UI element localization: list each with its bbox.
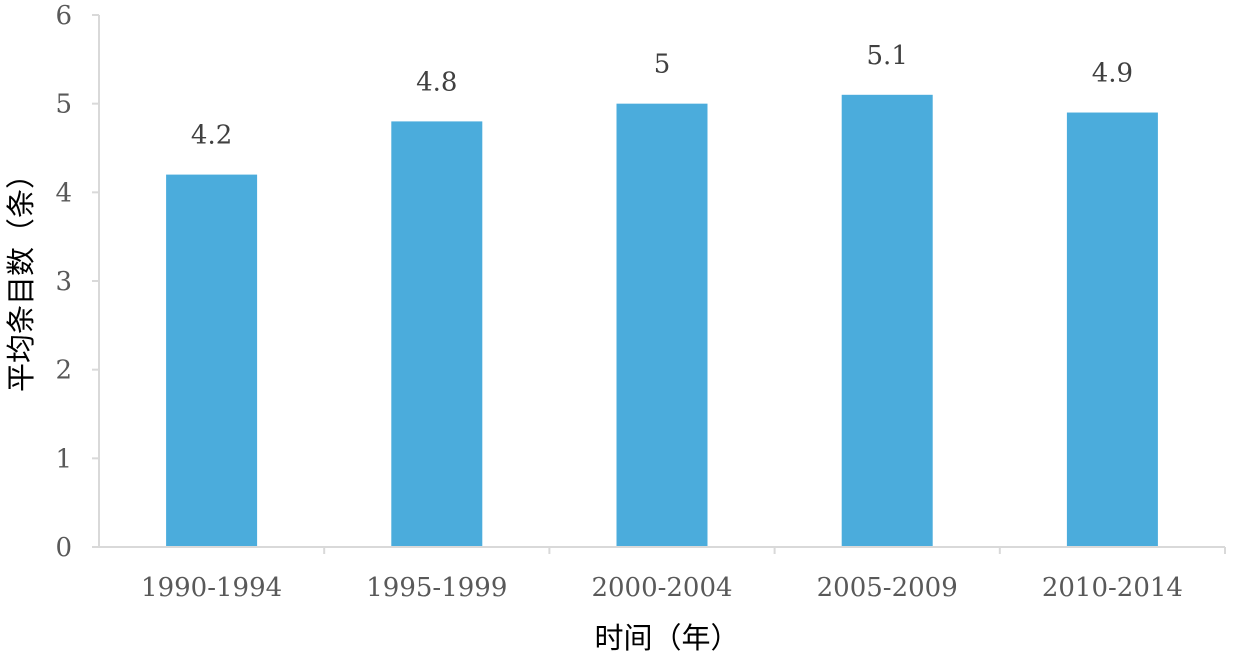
bar: [1066, 112, 1158, 547]
x-tick-labels: 1990-1994 1995-1999 2000-2004 2005-2009 2010…: [141, 573, 1183, 603]
y-tick-label: 4: [55, 178, 72, 208]
y-tick-label: 6: [55, 1, 72, 31]
bar: [166, 174, 258, 546]
x-tick-label: 2000-2004: [591, 573, 732, 603]
x-tick-label: 2010-2014: [1042, 573, 1183, 603]
x-tick-label: 1990-1994: [141, 573, 282, 603]
y-tick-label: 1: [55, 444, 72, 474]
bar: [841, 94, 933, 547]
y-tick-label: 2: [55, 356, 72, 386]
bar-data-label: 4.9: [1092, 59, 1133, 89]
bar-data-label: 4.2: [191, 121, 232, 151]
bar-data-label: 5: [654, 50, 671, 80]
bar-data-label: 4.8: [416, 67, 457, 97]
y-tick-labels: 0 1 2 3 4 5 6: [55, 1, 72, 563]
data-labels: 4.2 4.8 5 5.1 4.9: [191, 41, 1133, 151]
y-axis-title: 平均条目数（条）: [4, 160, 38, 392]
y-axis: [92, 14, 100, 548]
y-tick-label: 3: [55, 267, 72, 297]
bar: [391, 121, 483, 547]
x-tick-label: 1995-1999: [366, 573, 507, 603]
y-tick-label: 5: [55, 90, 72, 120]
bar: [616, 103, 708, 547]
bars: [166, 94, 1158, 547]
x-tick-label: 2005-2009: [817, 573, 958, 603]
bar-data-label: 5.1: [867, 41, 908, 71]
x-axis-title: 时间（年）: [594, 621, 739, 655]
x-axis: [99, 546, 1226, 554]
y-tick-label: 0: [55, 533, 72, 563]
